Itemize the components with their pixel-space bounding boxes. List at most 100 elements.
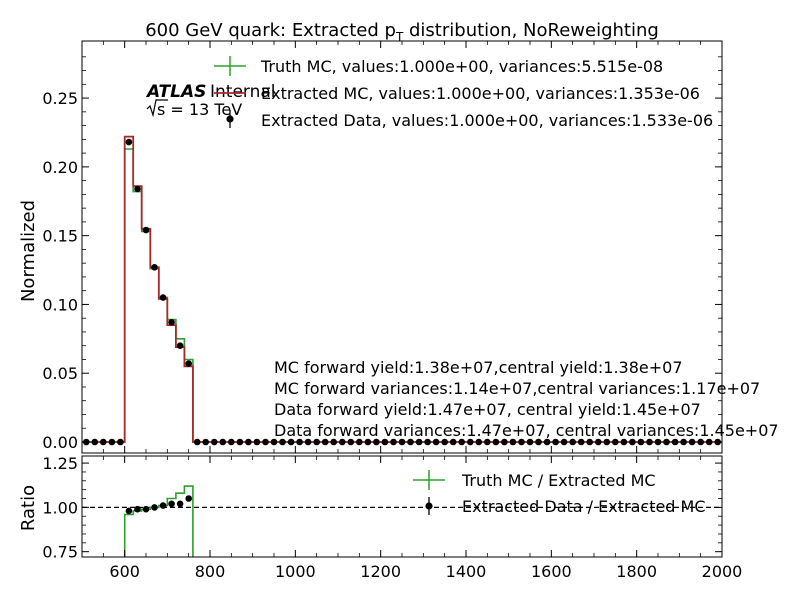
main-y-tick-label: 0.05 — [42, 364, 78, 383]
data-point — [330, 438, 338, 446]
legend-entry-truth: Truth MC, values:1.000e+00, variances:5.… — [214, 56, 663, 76]
data-point — [654, 438, 662, 446]
main-legend: Truth MC, values:1.000e+00, variances:5.… — [214, 56, 713, 130]
data-point — [458, 438, 466, 446]
data-point — [449, 438, 457, 446]
atlas-label-group: ATLAS Internal s = 13 TeV — [145, 82, 276, 119]
ratio-y-tick-label: 1.00 — [42, 498, 78, 517]
data-point — [168, 319, 175, 326]
data-point — [91, 438, 99, 446]
data-point — [236, 438, 244, 446]
legend-entry-extracted-data: Extracted Data, values:1.000e+00, varian… — [226, 110, 713, 130]
data-point — [125, 138, 133, 146]
data-point — [688, 438, 696, 446]
ratio-legend-entry-data: Extracted Data / Extracted MC — [425, 497, 706, 516]
data-point — [518, 438, 525, 446]
data-point — [117, 438, 124, 446]
data-point — [219, 438, 227, 446]
data-point — [381, 438, 389, 446]
data-point — [526, 438, 534, 446]
truth-mc-histogram — [82, 148, 722, 443]
truth-ratio-histogram — [123, 485, 194, 557]
ratio-legend-data-marker — [425, 502, 433, 510]
annotation-line-1: MC forward yield:1.38e+07,central yield:… — [274, 358, 683, 377]
data-point — [339, 438, 346, 446]
ratio-data-point — [176, 500, 184, 508]
legend-extracted-label: Extracted MC, values:1.000e+00, variance… — [261, 84, 700, 103]
ratio-data-point — [125, 507, 133, 515]
data-point — [151, 264, 158, 271]
data-point — [347, 438, 355, 446]
data-point — [612, 438, 619, 446]
data-point — [603, 438, 611, 446]
main-plot-panel: 0.00 0.05 0.10 0.15 0.20 0.25 — [42, 40, 723, 454]
ratio-legend-truth-label: Truth MC / Extracted MC — [461, 471, 656, 490]
data-point — [671, 438, 679, 446]
data-point — [441, 438, 449, 446]
annotations: MC forward yield:1.38e+07,central yield:… — [274, 358, 779, 440]
data-point — [535, 438, 542, 446]
data-point — [646, 438, 653, 446]
data-point — [134, 185, 141, 193]
annotation-line-3: Data forward yield:1.47e+07, central yie… — [274, 400, 701, 419]
ratio-legend: Truth MC / Extracted MC Extracted Data /… — [413, 470, 706, 516]
data-point — [108, 438, 116, 446]
data-point — [304, 438, 312, 446]
data-point — [262, 438, 269, 446]
ratio-y-tick-label: 1.25 — [42, 454, 78, 473]
ratio-y-tick-label: 0.75 — [42, 543, 78, 562]
data-point — [680, 438, 687, 446]
data-point — [142, 226, 150, 234]
data-point — [159, 294, 167, 301]
data-point — [211, 438, 218, 446]
data-point — [569, 438, 576, 446]
data-point — [364, 438, 372, 446]
data-point — [407, 438, 414, 446]
ratio-legend-entry-truth: Truth MC / Extracted MC — [413, 470, 656, 490]
data-point — [484, 438, 491, 446]
ratio-legend-data-label: Extracted Data / Extracted MC — [462, 497, 706, 516]
x-tick-label: 1600 — [531, 562, 572, 581]
data-point — [176, 342, 184, 350]
data-point — [202, 438, 209, 446]
chart-title: 600 GeV quark: Extracted pT distribution… — [145, 20, 659, 44]
data-point — [100, 438, 107, 446]
legend-data-label: Extracted Data, values:1.000e+00, varian… — [261, 111, 713, 130]
ratio-data-point — [185, 495, 192, 502]
data-point — [560, 438, 568, 446]
data-point — [253, 438, 261, 446]
data-point — [705, 438, 713, 446]
data-point — [424, 438, 431, 446]
main-y-axis-label: Normalized — [18, 200, 39, 302]
ratio-data-point — [159, 502, 167, 509]
extracted-mc-histogram — [82, 135, 722, 443]
data-point — [279, 438, 286, 446]
energy-label: s = 13 TeV — [157, 100, 242, 119]
data-point — [586, 438, 593, 446]
annotation-line-4: Data forward variances:1.47e+07, central… — [274, 421, 779, 440]
data-point — [390, 438, 397, 446]
atlas-label: ATLAS — [145, 82, 206, 102]
data-point — [245, 438, 252, 446]
x-tick-label: 800 — [195, 562, 226, 581]
ratio-data-point — [151, 504, 158, 511]
data-point — [415, 438, 423, 446]
data-point — [595, 438, 602, 446]
data-point — [475, 438, 483, 446]
main-y-tick-label: 0.20 — [42, 158, 78, 177]
data-point — [296, 438, 303, 446]
data-point — [185, 360, 192, 367]
main-y-tick-label: 0.25 — [42, 89, 78, 108]
ratio-data-point — [168, 500, 175, 508]
data-point — [287, 438, 295, 446]
data-point — [543, 438, 551, 446]
data-point — [270, 438, 278, 446]
data-point — [552, 438, 559, 446]
x-tick-label: 1400 — [446, 562, 487, 581]
x-tick-label: 600 — [109, 562, 140, 581]
data-point — [501, 438, 508, 446]
sqrt-symbol — [146, 99, 168, 118]
legend-entry-extracted-mc: Extracted MC, values:1.000e+00, variance… — [214, 84, 700, 103]
annotation-line-2: MC forward variances:1.14e+07,central va… — [274, 379, 760, 398]
